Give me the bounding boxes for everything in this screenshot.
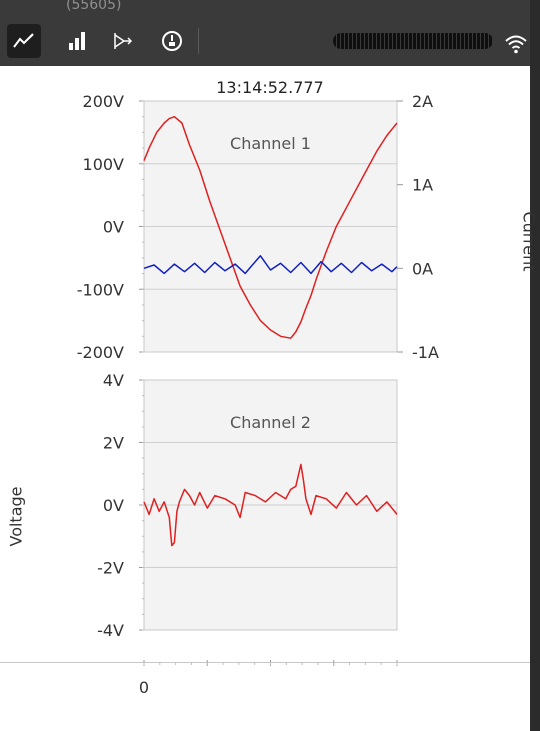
chart-1-series-2-line (143, 255, 398, 275)
line-graph-icon (13, 33, 34, 48)
chart-1-y-tick-label: -100V (77, 280, 124, 299)
chart-2-y-tick-label: 4V (103, 371, 124, 390)
chart-1-y-tick-label: -200V (77, 343, 124, 362)
chart-1-y-tick-label: 200V (83, 92, 125, 111)
wifi-icon (505, 35, 527, 54)
chart-1-y2-tick-label: -1A (412, 343, 439, 362)
xy-view-button[interactable] (106, 24, 140, 58)
device-id: (55605) (66, 0, 122, 13)
chart-1-y2-tick-label: 2A (412, 92, 433, 111)
meter-view-button[interactable] (155, 24, 189, 58)
chart-1-y-tick-label: 0V (103, 218, 124, 237)
chart-1-y2-tick-label: 0A (412, 259, 433, 278)
timestamp: 13:14:52.777 (216, 78, 324, 97)
chart-2-series-1-line (143, 463, 398, 547)
chart-1-series-1-line (143, 115, 398, 339)
screen-edge (530, 0, 540, 731)
toolbar: (55605) (0, 0, 530, 66)
chart-2-title: Channel 2 (230, 413, 311, 432)
bar-chart-icon (69, 32, 85, 50)
chart-2-y-tick-label: -2V (97, 559, 124, 578)
chart-1-y2-tick-label: 1A (412, 176, 433, 195)
chart-1-y-tick-label: 100V (83, 155, 125, 174)
signal-strength-bar (333, 33, 493, 49)
graph-view-button[interactable] (7, 24, 41, 58)
xy-plot-icon (114, 33, 133, 49)
bar-view-button[interactable] (60, 24, 94, 58)
plot-area-divider (0, 662, 530, 663)
chart-1-title: Channel 1 (230, 134, 311, 153)
gauge-icon (162, 31, 182, 51)
chart-2-y-tick-label: -4V (97, 621, 124, 640)
chart-2-y-tick-label: 2V (103, 434, 124, 453)
toolbar-divider (198, 28, 199, 54)
x-axis-tick-label: 0 (139, 678, 149, 697)
chart-2-y-tick-label: 0V (103, 496, 124, 515)
